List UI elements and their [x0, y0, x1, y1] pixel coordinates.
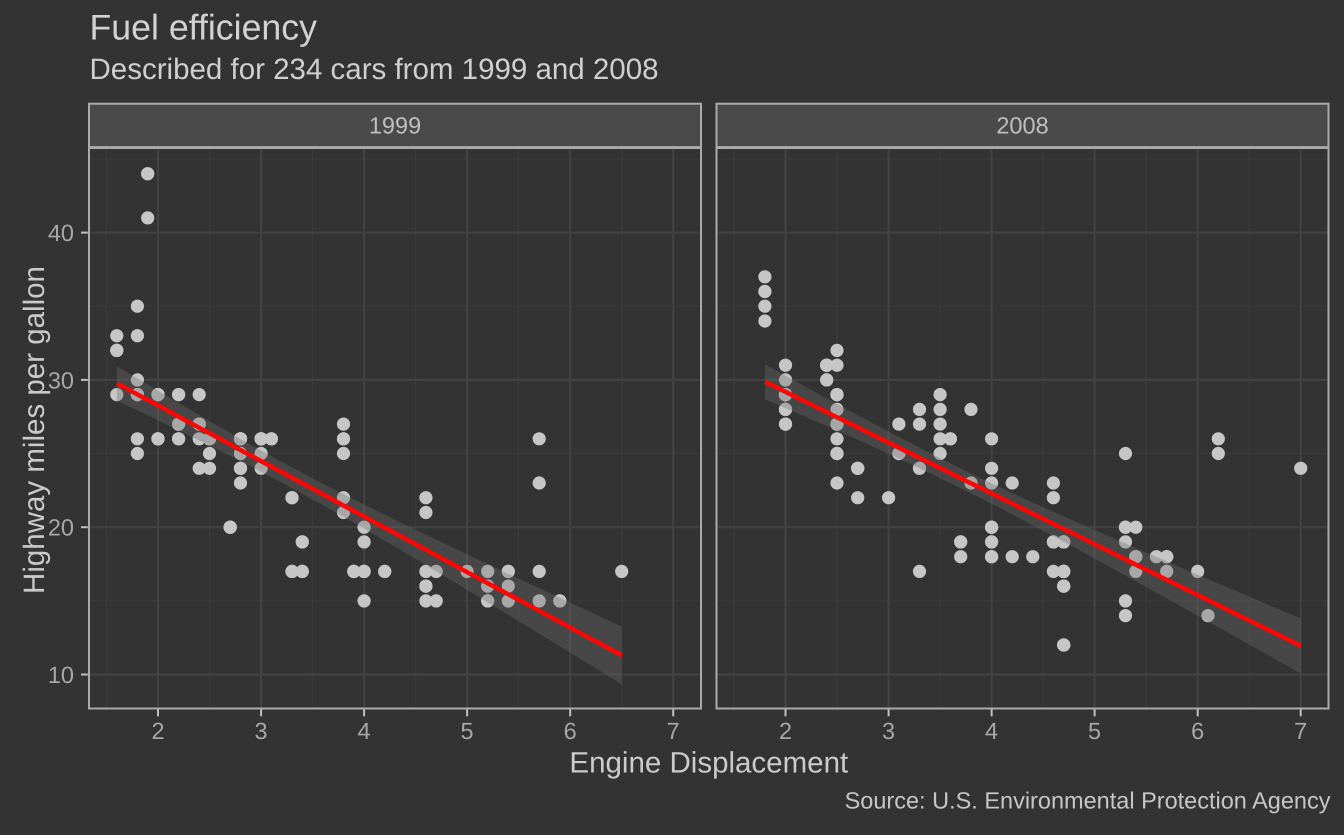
svg-text:5: 5 [1088, 718, 1101, 744]
svg-text:Highway miles per gallon: Highway miles per gallon [18, 266, 51, 594]
svg-text:2: 2 [151, 718, 164, 744]
svg-text:3: 3 [882, 718, 895, 744]
svg-text:4: 4 [358, 718, 371, 744]
svg-text:1999: 1999 [369, 113, 421, 139]
svg-text:4: 4 [985, 718, 998, 744]
svg-text:10: 10 [48, 662, 74, 688]
svg-text:20: 20 [48, 515, 74, 541]
svg-text:6: 6 [564, 718, 577, 744]
svg-text:Described for 234 cars from 19: Described for 234 cars from 1999 and 200… [90, 53, 659, 86]
svg-text:7: 7 [1294, 718, 1307, 744]
svg-text:Source: U.S. Environmental Pro: Source: U.S. Environmental Protection Ag… [845, 788, 1331, 814]
svg-text:Engine Displacement: Engine Displacement [569, 747, 848, 780]
svg-text:2008: 2008 [996, 113, 1048, 139]
svg-text:2: 2 [779, 718, 792, 744]
svg-text:3: 3 [255, 718, 268, 744]
svg-text:6: 6 [1191, 718, 1204, 744]
svg-text:7: 7 [667, 718, 680, 744]
svg-text:5: 5 [461, 718, 474, 744]
svg-text:40: 40 [48, 220, 74, 246]
svg-text:30: 30 [48, 367, 74, 393]
svg-text:Fuel efficiency: Fuel efficiency [90, 7, 318, 47]
